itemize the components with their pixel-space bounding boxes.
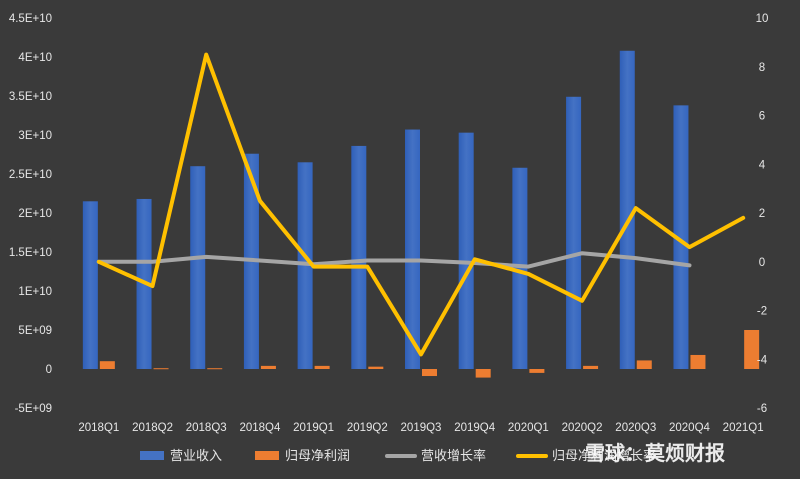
y-right-tick-label: 4: [759, 159, 766, 171]
y-left-tick-label: 2E+10: [18, 208, 52, 220]
x-tick-label: 2019Q4: [454, 422, 496, 434]
revenue-growth-line: [96, 251, 692, 269]
y-right-tick-label: 6: [759, 111, 765, 123]
y-right-tick-label: -6: [757, 403, 767, 415]
legend-swatch-0: [140, 451, 164, 460]
watermark: 雪球：莫烦财报: [585, 441, 725, 465]
net-profit-bar-2020Q1: [529, 369, 545, 373]
revenue-bars: [82, 50, 689, 370]
revenue-bar-2018Q3: [190, 166, 206, 369]
net-profit-growth-line: [96, 52, 746, 357]
x-tick-label: 2020Q3: [615, 422, 656, 434]
x-tick-label: 2020Q2: [562, 422, 603, 434]
y-left-tick-label: 2.5E+10: [9, 169, 52, 181]
y-left-tick-label: 3E+10: [18, 130, 52, 142]
x-tick-label: 2021Q1: [723, 422, 764, 434]
revenue-bar-2019Q3: [405, 129, 420, 369]
revenue-bar-2019Q4: [458, 132, 474, 369]
revenue-bar-2020Q3: [619, 50, 635, 369]
legend-label-3: 归母净利润增长率: [552, 448, 656, 464]
x-tick-label: 2020Q1: [508, 422, 549, 434]
revenue-bar-2020Q4: [673, 105, 689, 370]
legend-label-1: 归母净利润: [285, 449, 350, 464]
legend-swatch-1: [255, 451, 279, 460]
revenue-bar-2020Q1: [512, 167, 528, 369]
revenue-bar-2019Q2: [351, 145, 367, 369]
revenue-bar-2020Q2: [566, 96, 582, 369]
revenue-bar-2018Q1: [82, 201, 98, 369]
x-axis: 2018Q1 2018Q2 2018Q3 2018Q4 2019Q1 2019Q2 2019…: [78, 422, 763, 434]
net-profit-bar-2018Q2: [153, 368, 169, 370]
y-right-tick-label: -4: [757, 354, 768, 366]
y-left-tick-label: 4E+10: [18, 52, 52, 64]
net-profit-bars: [99, 330, 760, 378]
net-profit-bar-2020Q4: [690, 354, 706, 369]
y-left-tick-label: 5E+09: [18, 325, 52, 337]
x-tick-label: 2019Q1: [293, 422, 334, 434]
net-profit-bar-2018Q4: [260, 365, 276, 369]
y-left-tick-label: -5E+09: [15, 403, 52, 415]
y-left-tick-label: 0: [46, 364, 52, 376]
legend-label-2: 营收增长率: [421, 448, 486, 464]
x-tick-label: 2018Q1: [78, 422, 119, 434]
y-right-tick-label: -2: [757, 306, 767, 318]
y-left-tick-label: 4.5E+10: [9, 13, 52, 25]
net-profit-bar-2018Q3: [207, 368, 223, 370]
net-profit-bar-2019Q1: [314, 365, 330, 369]
y-axis-right: 10 8 6 4 2 0 -2 -4 -6: [756, 13, 769, 415]
net-profit-bar-2020Q3: [636, 360, 652, 369]
x-tick-label: 2018Q3: [186, 422, 227, 434]
legend-label-0: 营业收入: [170, 449, 222, 464]
net-profit-bar-2018Q1: [99, 361, 115, 369]
y-left-tick-label: 1.5E+10: [9, 247, 52, 259]
y-right-tick-label: 0: [759, 257, 765, 269]
net-profit-bar-2020Q2: [583, 365, 599, 369]
growth-lines: [96, 52, 746, 357]
x-tick-label: 2018Q2: [132, 422, 173, 434]
y-axis-left: 4.5E+10 4E+10 3.5E+10 3E+10 2.5E+10 2E+10 1.5E…: [9, 13, 52, 415]
x-tick-label: 2020Q4: [669, 422, 711, 434]
revenue-bar-2019Q1: [297, 162, 313, 369]
legend: 营业收入 归母净利润 营收增长率 归母净利润增长率: [140, 448, 656, 464]
y-right-tick-label: 10: [756, 13, 769, 25]
y-left-tick-label: 3.5E+10: [9, 91, 52, 103]
y-left-tick-label: 1E+10: [18, 286, 52, 298]
net-profit-bar-2019Q3: [422, 369, 437, 377]
net-profit-bar-2019Q4: [475, 369, 491, 378]
x-tick-label: 2019Q2: [347, 422, 388, 434]
x-tick-label: 2018Q4: [239, 422, 281, 434]
y-right-tick-label: 8: [759, 62, 765, 74]
y-right-tick-label: 2: [759, 208, 765, 220]
net-profit-bar-2021Q1: [744, 330, 760, 369]
x-tick-label: 2019Q3: [401, 422, 442, 434]
net-profit-bar-2019Q2: [368, 366, 384, 369]
